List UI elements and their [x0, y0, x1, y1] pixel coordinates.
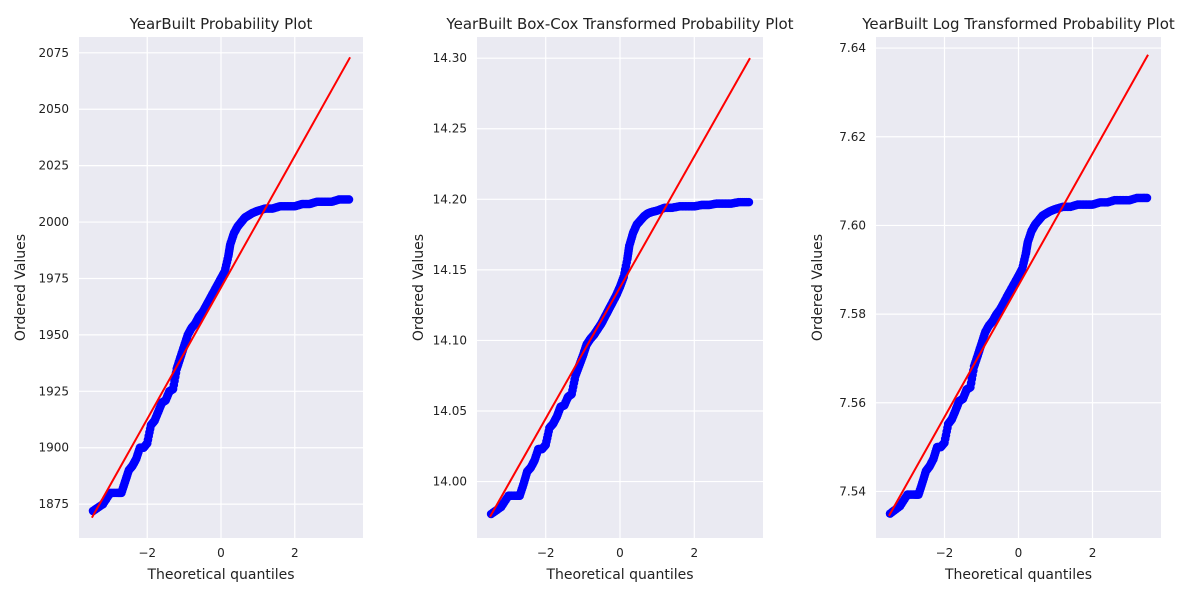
x-tick-label: 2: [1089, 546, 1097, 560]
x-axis-label: Theoretical quantiles: [944, 567, 1092, 583]
x-axis-label: Theoretical quantiles: [146, 567, 294, 583]
y-tick-label: 14.25: [433, 122, 467, 136]
y-tick-label: 7.60: [839, 218, 866, 232]
y-tick-label: 14.05: [433, 404, 467, 418]
x-tick-label: −2: [936, 546, 954, 560]
y-tick-label: 14.20: [433, 192, 467, 206]
data-point: [1142, 193, 1152, 203]
y-tick-label: 7.56: [839, 396, 866, 410]
y-axis-label: Ordered Values: [411, 234, 427, 341]
tick-labels: −2 0 2 7.54 7.56 7.58 7.60 7.62 7.64: [839, 41, 1096, 560]
y-tick-label: 1975: [38, 271, 69, 285]
tick-labels: −2 0 2 1875 1900 1925 1950 1975 2000 2025 2050 2075: [38, 46, 298, 560]
tick-labels: −2 0 2 14.00 14.05 14.10 14.15 14.20 14.25 14.30: [433, 51, 698, 560]
y-axis-label: Ordered Values: [810, 234, 826, 341]
y-tick-label: 14.15: [433, 263, 467, 277]
plot-title: YearBuilt Log Transformed Probability Pl…: [861, 15, 1175, 33]
x-tick-label: −2: [138, 546, 156, 560]
x-tick-label: 0: [616, 546, 624, 560]
yearbuilt-log-probability-plot: −2 0 2 7.54 7.56 7.58 7.60 7.62 7.64 YearBuilt Lo…: [810, 15, 1175, 583]
x-tick-label: 0: [217, 546, 225, 560]
y-tick-label: 1900: [38, 441, 69, 455]
plot-marks: [885, 54, 1152, 518]
x-tick-label: 2: [291, 546, 299, 560]
y-axis-label: Ordered Values: [13, 234, 29, 341]
x-tick-label: 2: [690, 546, 698, 560]
plot-title: YearBuilt Box-Cox Transformed Probabilit…: [445, 15, 793, 33]
x-axis-label: Theoretical quantiles: [545, 567, 693, 583]
plot-marks: [88, 56, 354, 519]
fit-line: [91, 56, 351, 519]
plot-title: YearBuilt Probability Plot: [129, 15, 313, 33]
y-tick-label: 2075: [38, 46, 69, 60]
x-tick-label: −2: [537, 546, 555, 560]
y-tick-label: 14.10: [433, 333, 467, 347]
y-tick-label: 7.62: [839, 130, 866, 144]
y-tick-label: 7.64: [839, 41, 866, 55]
y-tick-label: 7.58: [839, 307, 866, 321]
yearbuilt-probability-plot: −2 0 2 1875 1900 1925 1950 1975 2000 2025 2050 2075…: [13, 15, 363, 583]
fit-line: [489, 57, 751, 518]
y-tick-label: 2000: [38, 215, 69, 229]
fit-line: [888, 54, 1149, 517]
x-tick-label: 0: [1015, 546, 1023, 560]
y-tick-label: 1925: [38, 384, 69, 398]
data-point: [744, 197, 754, 207]
y-tick-label: 14.30: [433, 51, 467, 65]
yearbuilt-boxcox-probability-plot: −2 0 2 14.00 14.05 14.10 14.15 14.20 14.25 14.30 Y…: [411, 15, 794, 583]
y-tick-label: 14.00: [433, 475, 467, 489]
y-tick-label: 1875: [38, 497, 69, 511]
y-tick-label: 2050: [38, 102, 69, 116]
plot-marks: [486, 57, 754, 519]
y-tick-label: 1950: [38, 328, 69, 342]
data-point: [344, 195, 354, 204]
y-tick-label: 2025: [38, 159, 69, 173]
y-tick-label: 7.54: [839, 484, 866, 498]
